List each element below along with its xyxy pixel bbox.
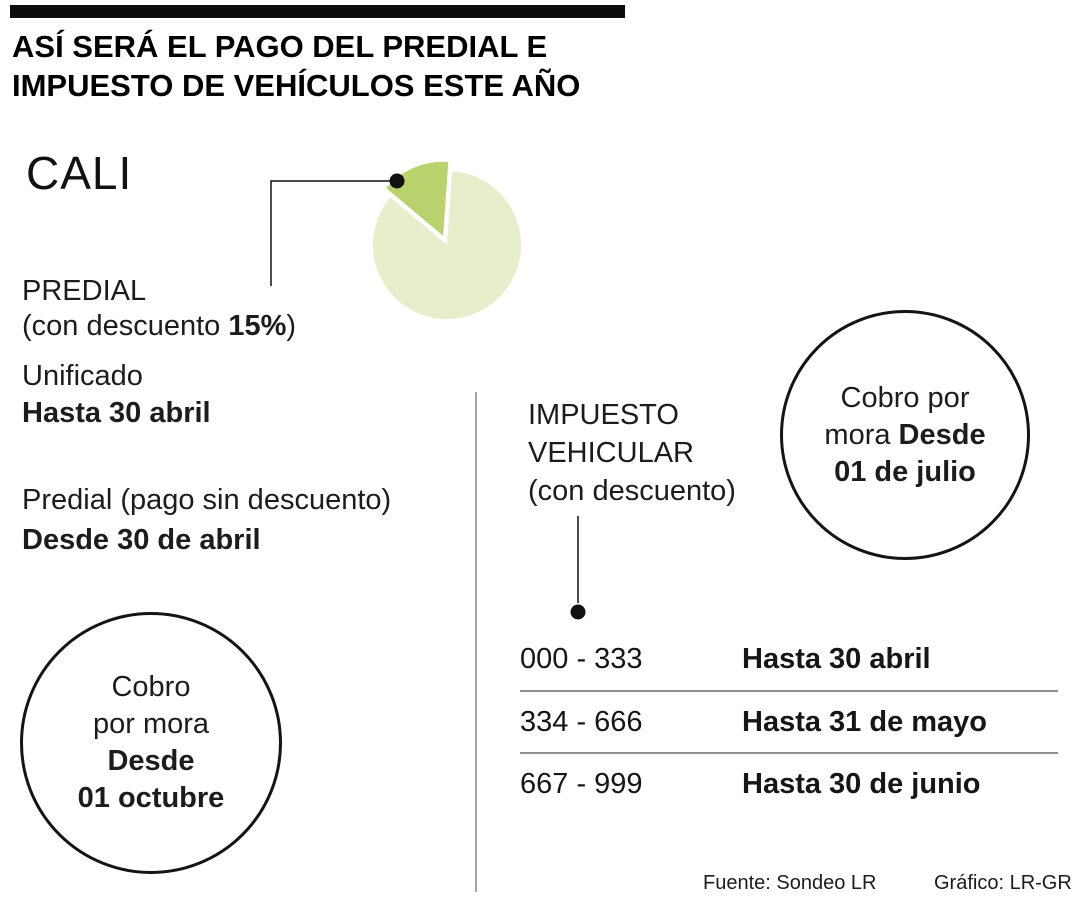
predial-label: PREDIAL (22, 275, 147, 307)
footer-source: Fuente: Sondeo LR (703, 872, 877, 894)
vehicular-callout-dot (570, 604, 586, 620)
predial-unificado-deadline: Hasta 30 abril (22, 397, 211, 429)
table-row: 000 - 333 Hasta 30 abril (520, 628, 1058, 690)
title-line-2: IMPUESTO DE VEHÍCULOS ESTE AÑO (12, 68, 581, 103)
vehicular-mora-line2-bold: Desde (898, 418, 986, 451)
vehicular-mora-line2-regular: mora (824, 418, 899, 451)
predial-discount-suffix: ) (286, 310, 297, 342)
deadline: Hasta 30 abril (742, 642, 931, 675)
predial-mora-line2: por mora (92, 708, 210, 740)
predial-unificado-group: Unificado Hasta 30 abril (22, 358, 211, 432)
vehicular-table: 000 - 333 Hasta 30 abril 334 - 666 Hasta… (520, 628, 1058, 814)
top-accent-bar (10, 5, 625, 18)
table-row: 667 - 999 Hasta 30 de junio (520, 752, 1058, 814)
vehicular-mora-circle: Cobro por mora Desde 01 de julio (780, 310, 1030, 560)
vehicular-mora-line3: 01 de julio (834, 455, 976, 488)
pie-slice-resto (372, 171, 521, 320)
discount-pie-chart (372, 161, 521, 320)
vehicular-label-line3: (con descuento) (528, 475, 736, 507)
predial-mora-line4: 01 octubre (77, 782, 225, 814)
vehicular-mora-line1: Cobro por (840, 381, 970, 414)
vehicular-mora-text: Cobro por mora Desde 01 de julio (824, 380, 985, 491)
page-title: ASÍ SERÁ EL PAGO DEL PREDIAL E IMPUESTO … (12, 27, 580, 105)
city-label: CALI (26, 147, 133, 199)
predial-header: PREDIAL (con descuento 15%) (22, 274, 296, 344)
predial-mora-line3: Desde (107, 745, 195, 777)
predial-discount-value: 15% (228, 310, 287, 342)
vehicular-mora-line2: mora Desde (824, 417, 985, 454)
plate-range: 000 - 333 (520, 642, 643, 675)
predial-sin-descuento-start: Desde 30 de abril (22, 524, 261, 556)
title-line-1: ASÍ SERÁ EL PAGO DEL PREDIAL E (12, 29, 548, 64)
footer-credit: Gráfico: LR-GR (934, 872, 1072, 894)
predial-mora-line1: Cobro (111, 671, 191, 703)
predial-sin-descuento-group: Predial (pago sin descuento) Desde 30 de… (22, 480, 391, 560)
vehicular-label-line1: IMPUESTO (528, 399, 679, 431)
predial-mora-circle: Cobro por mora Desde 01 octubre (20, 612, 282, 874)
predial-mora-text: Cobro por mora Desde 01 octubre (78, 669, 225, 817)
plate-range: 667 - 999 (520, 767, 643, 800)
section-divider (475, 392, 477, 892)
vehicular-label-line2: VEHICULAR (528, 437, 694, 469)
deadline: Hasta 31 de mayo (742, 705, 988, 738)
vehicular-label: IMPUESTO VEHICULAR (con descuento) (528, 396, 736, 510)
plate-range: 334 - 666 (520, 705, 643, 738)
predial-discount-prefix: (con descuento (22, 310, 229, 342)
table-row: 334 - 666 Hasta 31 de mayo (520, 690, 1058, 752)
predial-unificado-label: Unificado (22, 360, 143, 392)
predial-sin-descuento-label: Predial (pago sin descuento) (22, 484, 392, 516)
predial-discount-line: (con descuento 15%) (22, 309, 296, 344)
deadline: Hasta 30 de junio (742, 767, 981, 800)
